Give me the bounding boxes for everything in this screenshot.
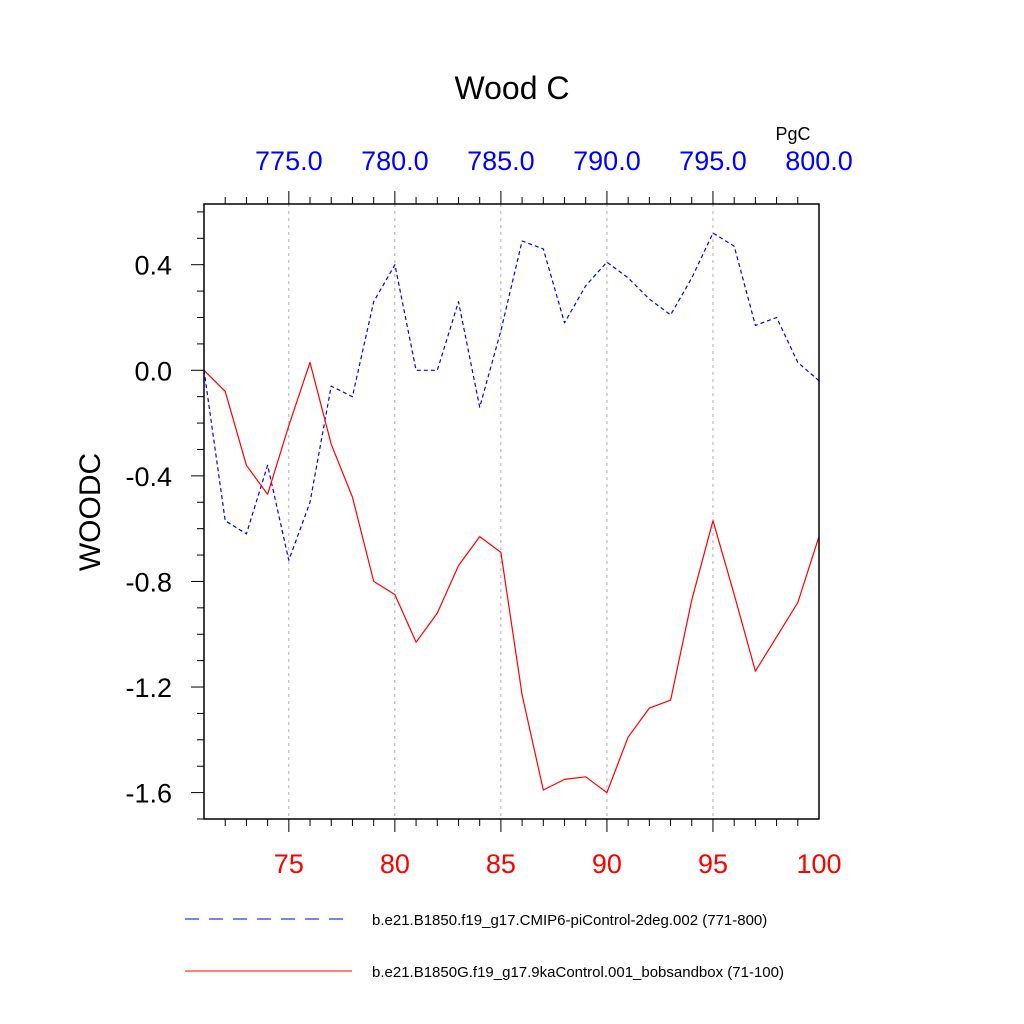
x-top-tick-label: 780.0 <box>361 146 429 176</box>
y-axis-label: WOODC <box>74 453 107 571</box>
x-top-tick-label: 790.0 <box>573 146 641 176</box>
series-line-blue-dashed <box>203 232 820 561</box>
x-top-tick-label: 800.0 <box>785 146 853 176</box>
y-tick-label: -0.8 <box>125 567 172 597</box>
units-label: PgC <box>775 124 810 144</box>
chart-title: Wood C <box>454 70 569 106</box>
series-group <box>203 232 820 794</box>
tick-marks <box>191 191 799 832</box>
plot-frame <box>203 203 820 820</box>
grid-lines <box>288 204 714 819</box>
y-tick-label: 0.0 <box>134 356 172 386</box>
series-line-red-solid <box>203 361 820 794</box>
x-bottom-tick-label: 75 <box>274 849 304 879</box>
x-bottom-tick-label: 95 <box>698 849 728 879</box>
legend-label-red: b.e21.B1850G.f19_g17.9kaControl.001_bobs… <box>372 964 784 981</box>
y-tick-label: 0.4 <box>134 251 172 281</box>
y-tick-label: -1.2 <box>125 673 172 703</box>
x-top-tick-label: 785.0 <box>467 146 535 176</box>
x-bottom-tick-label: 90 <box>592 849 622 879</box>
legend: b.e21.B1850.f19_g17.CMIP6-piControl-2deg… <box>185 912 784 981</box>
x-bottom-tick-label: 80 <box>380 849 410 879</box>
x-top-tick-label: 795.0 <box>679 146 747 176</box>
tick-labels: 75 80 85 90 95 100 775.0 780.0 785.0 790.0 795.0 80… <box>125 146 852 879</box>
y-tick-label: -0.4 <box>125 462 172 492</box>
y-tick-label: -1.6 <box>125 779 172 809</box>
legend-label-blue: b.e21.B1850.f19_g17.CMIP6-piControl-2deg… <box>372 912 767 929</box>
x-top-tick-label: 775.0 <box>255 146 323 176</box>
x-bottom-tick-label: 85 <box>486 849 516 879</box>
x-bottom-tick-label: 100 <box>796 849 841 879</box>
